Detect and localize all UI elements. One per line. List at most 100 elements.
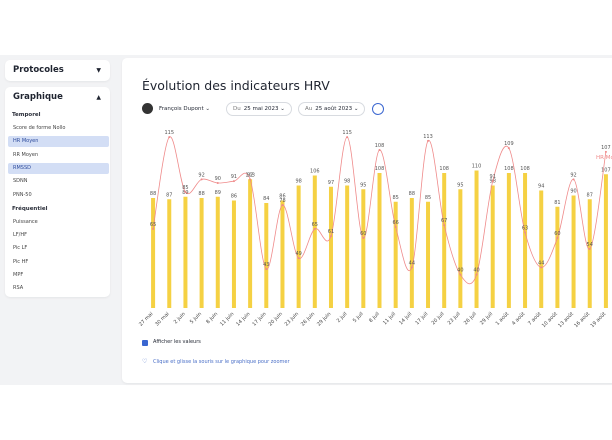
line-point (443, 224, 446, 227)
chart: 8887898889861038486981069798951088588851… (138, 130, 612, 329)
menu-item[interactable]: RMSSD (8, 162, 109, 174)
x-tick-label: 17 juin (251, 311, 267, 327)
bar-value-label: 87 (166, 192, 172, 198)
to-select[interactable]: Au 25 août 2023 ⌄ (298, 102, 366, 116)
line-point (394, 226, 397, 228)
avatar (142, 103, 153, 114)
to-date: 25 août 2023 (315, 106, 353, 112)
bar (361, 189, 366, 308)
menu-item[interactable]: LF/HF (13, 232, 27, 239)
line-point (572, 178, 575, 181)
line-point (249, 178, 252, 181)
line-value-label: 49 (295, 251, 301, 257)
bar (458, 189, 463, 308)
menu-item[interactable]: MPF (13, 272, 24, 278)
line-value-label: 40 (457, 268, 463, 274)
bar-value-label: 98 (295, 179, 301, 185)
bar-value-label: 103 (245, 172, 255, 178)
bar (409, 198, 414, 308)
menu-item[interactable]: RSA (13, 285, 24, 292)
line-value-label: 109 (504, 141, 514, 147)
line-value-label: 91 (490, 174, 496, 180)
line-point (556, 237, 559, 239)
x-tick-label: 17 juil (414, 311, 429, 326)
line-point (216, 182, 219, 184)
bar (248, 179, 253, 308)
checkbox[interactable] (142, 340, 148, 346)
user-name: François Dupont (159, 106, 204, 112)
line-point (507, 147, 510, 150)
line-value-label: 113 (423, 134, 433, 140)
menu-item[interactable]: Puissance (13, 218, 38, 225)
line-value-label: 40 (473, 268, 479, 274)
x-tick-label: 10 août (540, 310, 559, 329)
line-point (281, 204, 284, 206)
menu-item[interactable]: Score de forme Nollo (13, 125, 66, 131)
bar (426, 201, 431, 308)
protocols-card[interactable]: Protocoles ▼ (5, 60, 110, 81)
bar-value-label: 86 (231, 194, 237, 200)
bar (393, 201, 398, 308)
from-select[interactable]: Du 25 mai 2023 ⌄ (226, 102, 292, 116)
bar (442, 173, 447, 308)
bar (296, 185, 301, 308)
line-value-label: 67 (441, 218, 447, 224)
bar-value-label: 110 (472, 164, 482, 170)
x-tick-label: 8 juil (368, 311, 381, 324)
line-value-label: 92 (247, 172, 253, 178)
bar (571, 195, 576, 308)
bar (490, 185, 495, 308)
x-tick-label: 29 juil (479, 311, 494, 326)
menu-item[interactable]: HR Moyen (8, 136, 109, 148)
line-value-label: 108 (375, 143, 385, 149)
line-point (200, 178, 203, 181)
x-tick-label: 23 juin (284, 311, 300, 327)
menu-item[interactable]: Pic HF (13, 258, 29, 265)
caret: ▼ (96, 67, 101, 74)
line-value-label: 115 (164, 130, 174, 136)
menu-item[interactable]: SDNN (13, 178, 28, 185)
x-tick-label: 14 juin (235, 311, 251, 327)
bar (215, 196, 220, 308)
line-value-label: 43 (263, 262, 269, 268)
user-select[interactable]: François Dupont ⌄ (159, 106, 210, 112)
line-value-label: 44 (409, 260, 415, 266)
line-value-label: 44 (538, 260, 544, 266)
line-point (232, 180, 235, 183)
page-title: Évolution des indicateurs HRV (142, 78, 330, 93)
line-value-label: 66 (392, 220, 398, 226)
bar (167, 199, 172, 308)
line-point (588, 248, 591, 250)
checkbox-label: Afficher les valeurs (153, 339, 201, 345)
bar-value-label: 88 (409, 191, 415, 197)
x-tick-label: 29 juin (316, 311, 332, 327)
menu-item[interactable]: RR Moyen (13, 151, 39, 158)
bar-value-label: 94 (538, 184, 544, 190)
line-point (168, 136, 171, 139)
legend-entry: HR Moyen (596, 155, 612, 161)
bar-value-label: 108 (520, 166, 530, 172)
line-point (604, 150, 607, 153)
hint-icon: ♡ (142, 358, 148, 365)
menu-item[interactable]: PNN-50 (13, 191, 32, 198)
group-title: Temporel (12, 112, 41, 118)
x-tick-label: 26 juin (300, 311, 316, 327)
x-tick-label: 1 août (494, 310, 510, 326)
calendar-button[interactable] (372, 103, 384, 115)
bar-value-label: 108 (375, 166, 385, 172)
line-value-label: 60 (554, 231, 560, 237)
bar-value-label: 95 (457, 182, 463, 188)
bar-value-label: 87 (587, 192, 593, 198)
bar (280, 200, 285, 308)
bar (231, 200, 236, 308)
bar (555, 206, 560, 308)
x-tick-label: 11 juin (219, 311, 235, 327)
x-tick-label: 16 août (573, 310, 592, 329)
menu-item[interactable]: Pic LF (13, 245, 28, 252)
line-value-label: 63 (522, 226, 528, 232)
x-tick-label: 26 juil (463, 311, 478, 326)
line-point (540, 266, 543, 269)
x-tick-label: 11 juil (382, 311, 397, 326)
group-title: Fréquentiel (12, 205, 48, 212)
bar-value-label: 107 (601, 167, 611, 173)
